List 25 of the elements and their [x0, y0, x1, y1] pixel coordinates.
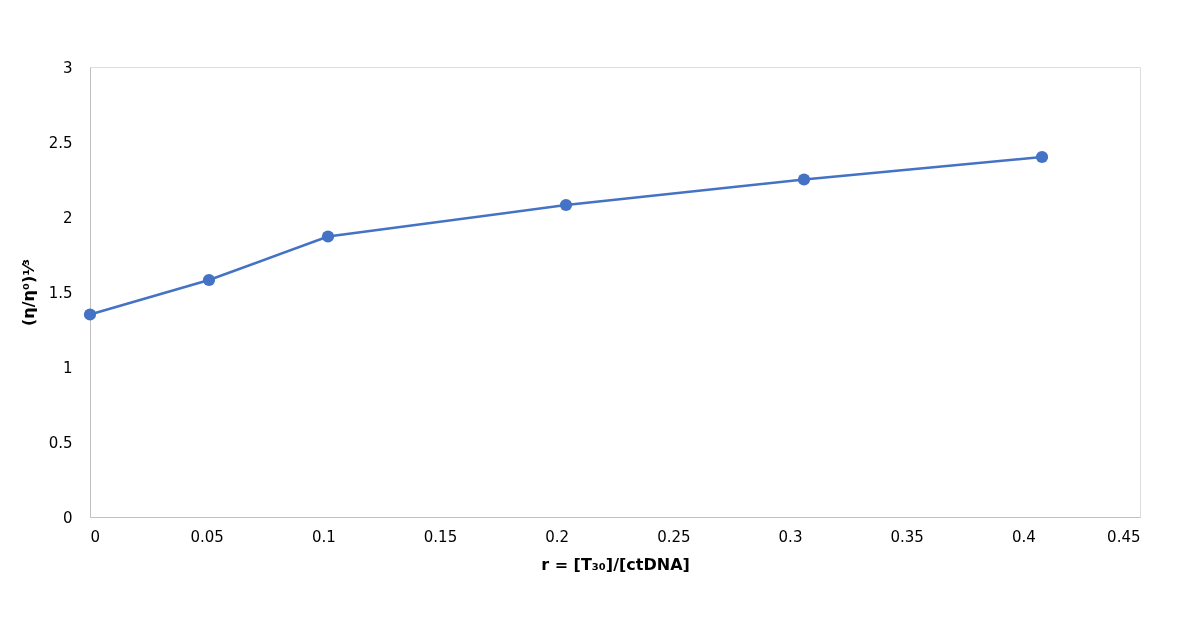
- x-tick-label: 0.1: [311, 527, 336, 546]
- x-tick-label: 0.45: [1107, 527, 1141, 546]
- x-tick-label: 0.35: [890, 527, 924, 546]
- y-tick-label: 1: [62, 358, 73, 377]
- y-tick-label: 0: [62, 508, 73, 527]
- point: [797, 173, 811, 186]
- x-tick-label: 0: [90, 527, 101, 546]
- point: [321, 230, 335, 243]
- point: [1035, 150, 1049, 164]
- x-tick-label: 0.3: [778, 527, 803, 546]
- point: [202, 273, 216, 287]
- y-tick-label: 2: [62, 208, 73, 227]
- x-tick-label: 0.25: [657, 527, 691, 546]
- x-tick-label: 0.15: [423, 527, 458, 546]
- y-tick-label: 0.5: [48, 433, 73, 452]
- x-axis-title: r = [T₃₀]/[ctDNA]: [541, 554, 690, 574]
- y-tick-label: 1.5: [48, 283, 73, 302]
- x-tick-label: 0.2: [545, 527, 570, 546]
- x-tick-label: 0.4: [1011, 527, 1036, 546]
- point: [83, 308, 97, 321]
- y-axis-title: (η/η⁰)¹⁄³: [18, 259, 38, 326]
- y-tick-label: 3: [62, 58, 73, 77]
- y-tick-label: 2.5: [48, 133, 73, 152]
- x-tick-label: 0.05: [190, 527, 224, 546]
- point: [559, 198, 573, 212]
